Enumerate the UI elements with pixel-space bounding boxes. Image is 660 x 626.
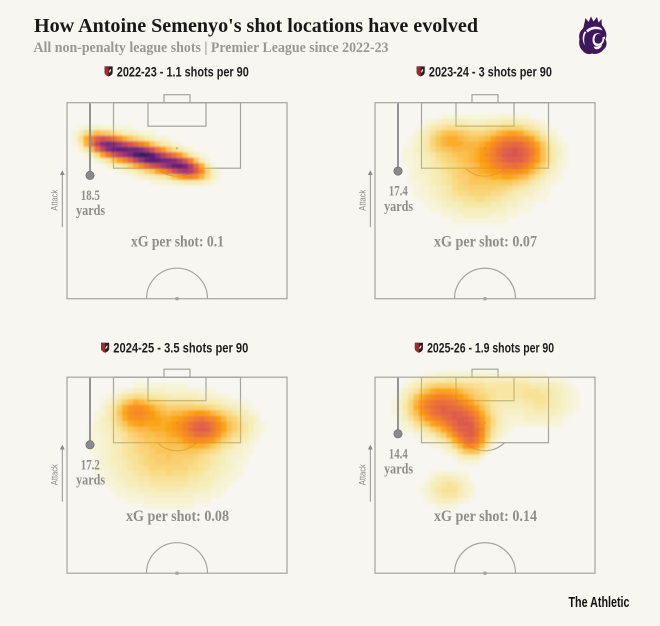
svg-text:Attack: Attack — [50, 189, 60, 211]
svg-text:17.4: 17.4 — [389, 184, 409, 200]
svg-text:yards: yards — [384, 462, 413, 478]
svg-text:xG per shot: 0.07: xG per shot: 0.07 — [434, 232, 537, 250]
svg-text:xG per shot: 0.14: xG per shot: 0.14 — [434, 507, 537, 525]
svg-text:2025-26 - 1.9 shots per 90: 2025-26 - 1.9 shots per 90 — [427, 341, 554, 356]
svg-text:yards: yards — [384, 199, 413, 215]
svg-text:2023-24 - 3 shots per 90: 2023-24 - 3 shots per 90 — [429, 64, 552, 79]
svg-text:yards: yards — [76, 473, 105, 489]
svg-text:yards: yards — [76, 203, 105, 219]
svg-text:2022-23 - 1.1 shots per 90: 2022-23 - 1.1 shots per 90 — [117, 64, 249, 79]
svg-text:Attack: Attack — [50, 464, 60, 486]
svg-text:xG per shot: 0.08: xG per shot: 0.08 — [126, 507, 229, 525]
svg-text:17.2: 17.2 — [81, 457, 100, 473]
svg-text:2024-25 - 3.5 shots per 90: 2024-25 - 3.5 shots per 90 — [113, 341, 248, 356]
svg-text:14.4: 14.4 — [389, 446, 409, 462]
svg-text:Attack: Attack — [358, 464, 368, 486]
svg-text:Attack: Attack — [358, 189, 368, 211]
svg-text:All non-penalty league shots |: All non-penalty league shots | Premier L… — [34, 40, 389, 56]
svg-text:How Antoine Semenyo's shot loc: How Antoine Semenyo's shot locations hav… — [34, 15, 479, 37]
svg-text:xG per shot: 0.1: xG per shot: 0.1 — [131, 232, 224, 250]
svg-text:The Athletic: The Athletic — [569, 595, 630, 611]
svg-text:18.5: 18.5 — [81, 188, 100, 204]
